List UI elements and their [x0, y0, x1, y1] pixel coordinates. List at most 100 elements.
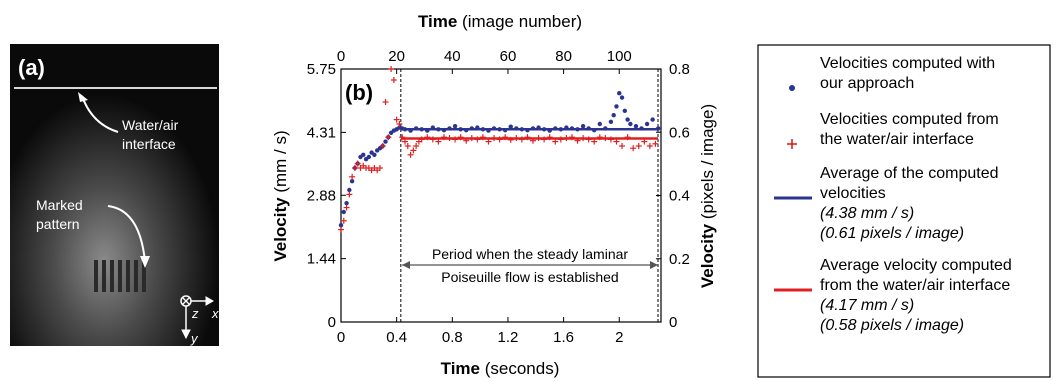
velocity-point-approach: [558, 127, 564, 132]
velocity-point-approach: [608, 119, 614, 125]
velocity-point-approach: [525, 127, 530, 133]
velocity-point-interface: [479, 134, 486, 141]
bottom-tick-label: 0.8: [442, 329, 463, 346]
velocity-point-approach: [458, 127, 463, 132]
legend-item-text: Velocities computed with: [820, 55, 995, 72]
velocity-point-interface: [574, 137, 581, 144]
velocity-point-interface: [382, 99, 389, 105]
legend-item-text: the water/air interface: [820, 131, 974, 148]
velocity-point-interface: [338, 226, 344, 233]
velocity-point-approach: [625, 117, 630, 122]
velocity-point-approach: [644, 121, 650, 127]
left-tick-label: 0: [328, 314, 336, 331]
velocity-point-interface: [563, 135, 570, 142]
velocity-point-interface: [635, 143, 642, 149]
velocity-point-approach: [622, 108, 628, 114]
velocity-point-approach: [366, 154, 372, 160]
velocity-point-interface: [440, 134, 447, 141]
legend-item-text: from the water/air interface: [820, 277, 1010, 294]
velocity-point-approach: [569, 126, 575, 131]
top-tick-label: 40: [444, 48, 461, 65]
velocity-point-interface: [457, 134, 464, 141]
velocity-point-approach: [633, 124, 639, 129]
velocity-point-approach: [656, 126, 661, 131]
legend-item-text: Average velocity computed: [820, 257, 1012, 274]
velocity-point-approach: [349, 179, 355, 184]
velocity-point-approach: [580, 124, 586, 129]
velocity-point-interface: [393, 116, 400, 123]
legend-item-text: Velocities computed from: [820, 111, 999, 128]
steady-annotation: Period when the steady laminar Poiseuill…: [402, 246, 658, 286]
velocity-point-interface: [435, 138, 442, 145]
velocity-point-approach: [480, 127, 486, 132]
velocity-point-approach: [502, 127, 508, 133]
velocity-point-interface: [404, 143, 411, 149]
top-tick-label: 100: [607, 48, 632, 65]
pattern-annotation: Marked pattern: [36, 197, 83, 232]
velocity-point-approach: [347, 187, 352, 193]
velocity-point-approach: [436, 127, 441, 132]
velocity-point-interface: [530, 137, 536, 144]
velocity-point-approach: [541, 127, 547, 132]
velocity-point-interface: [463, 137, 470, 144]
tick-marks: [340, 68, 661, 323]
velocity-point-interface: [624, 134, 631, 141]
velocity-point-interface: [413, 143, 420, 149]
velocity-point-interface: [546, 134, 553, 141]
top-tick-label: 20: [388, 48, 405, 65]
legend-plus-icon: [787, 139, 797, 149]
top-tick-label: 80: [555, 48, 572, 65]
velocity-point-approach: [611, 113, 616, 118]
velocity-point-interface: [585, 136, 592, 143]
velocity-point-interface: [580, 135, 587, 142]
velocity-point-approach: [486, 128, 491, 133]
velocity-point-interface: [402, 138, 408, 145]
left-tick-label: 2.88: [307, 187, 336, 204]
velocity-point-approach: [491, 126, 497, 131]
velocity-point-approach: [383, 139, 388, 144]
velocity-point-approach: [575, 127, 580, 132]
velocity-point-interface: [379, 143, 386, 149]
panel-a: (a) Water/air interface Marked pattern z x…: [10, 44, 219, 346]
velocity-point-interface: [652, 140, 659, 147]
panel-b-chart: 0 0.4 0.8 1.2 1.6 20 20 40 60 80 10001.442.884.315…: [271, 12, 717, 378]
velocity-point-interface: [557, 136, 564, 143]
panel-a-label: (a): [18, 55, 45, 80]
velocity-point-interface: [485, 138, 492, 145]
velocity-point-approach: [497, 127, 502, 132]
legend-item-text: velocities: [820, 185, 886, 202]
velocity-point-approach: [447, 126, 452, 131]
right-tick-label: 0.8: [669, 61, 690, 78]
right-tick-label: 0.2: [669, 251, 690, 268]
bottom-tick-label: 0.4: [386, 329, 407, 346]
velocity-point-interface: [474, 136, 481, 143]
velocity-point-approach: [547, 128, 552, 133]
velocity-point-interface: [418, 136, 425, 143]
legend-box: [757, 44, 1051, 378]
velocity-point-interface: [524, 134, 531, 141]
pattern-arrow-head: [140, 256, 150, 268]
velocity-point-approach: [452, 124, 458, 129]
velocity-point-approach: [338, 223, 344, 228]
interface-annotation: Water/air interface: [122, 117, 179, 152]
velocity-point-interface: [541, 136, 548, 143]
left-tick-label: 1.44: [307, 251, 336, 268]
velocity-point-interface: [346, 191, 353, 198]
velocity-point-interface: [613, 138, 620, 145]
velocity-point-approach: [617, 91, 622, 96]
velocity-point-approach: [628, 121, 633, 127]
velocity-point-interface: [491, 135, 498, 142]
velocity-point-interface: [646, 143, 653, 149]
velocity-point-approach: [430, 125, 436, 130]
velocity-point-interface: [399, 134, 406, 141]
velocity-point-approach: [536, 125, 541, 130]
velocity-point-interface: [385, 134, 392, 141]
left-tick-label: 4.31: [307, 124, 336, 141]
top-tick-label: 0: [337, 48, 345, 65]
velocity-point-approach: [402, 127, 408, 132]
velocity-point-interface: [452, 136, 459, 143]
velocity-point-approach: [425, 128, 430, 133]
velocity-point-approach: [441, 127, 447, 133]
velocity-point-interface: [446, 135, 453, 142]
